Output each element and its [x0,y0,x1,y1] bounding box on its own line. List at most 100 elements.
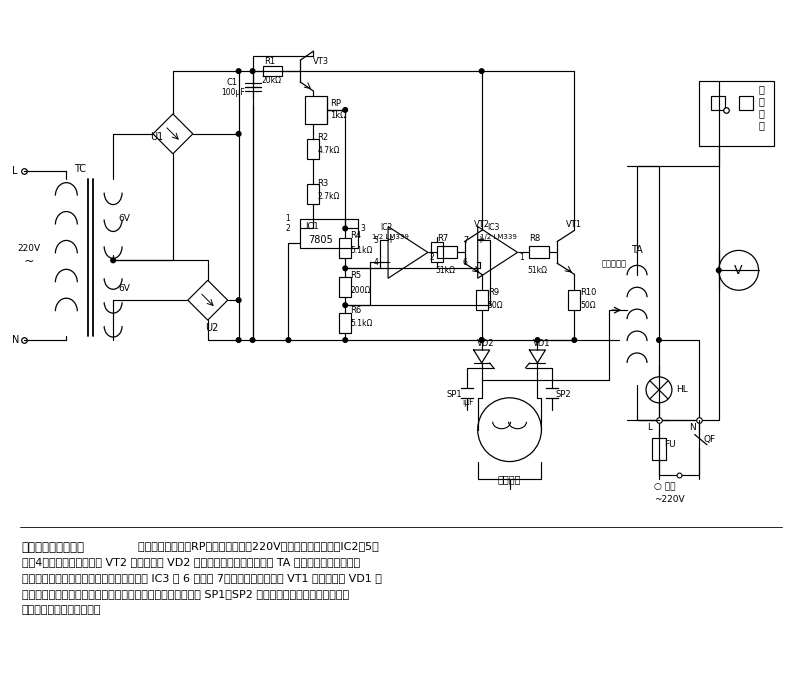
Text: R6: R6 [350,306,362,315]
Text: RP: RP [330,99,342,108]
Text: FU: FU [664,440,675,449]
Text: 2: 2 [430,253,435,262]
Text: 5.1kΩ: 5.1kΩ [350,246,373,255]
Text: 自耦变压器: 自耦变压器 [602,260,626,269]
Circle shape [237,132,241,136]
Circle shape [343,108,347,112]
Text: 7: 7 [463,236,468,245]
Circle shape [237,337,241,342]
Text: R4: R4 [350,231,362,240]
Circle shape [535,337,540,342]
Text: R1: R1 [265,57,276,66]
Text: VD2: VD2 [476,339,494,347]
Text: -: - [476,258,480,267]
Bar [307,139,319,159]
Circle shape [343,226,347,231]
Circle shape [343,266,347,271]
Text: TA: TA [631,246,643,256]
Text: 输: 输 [759,84,764,94]
Text: VT2: VT2 [474,220,490,229]
Circle shape [480,337,484,342]
Bar [437,246,457,258]
Text: 于脚4，其输出为高电平使 VT2 导通，触发 VD2 导通，可送电机正转，带动 TA 调节臂增加一次绕组匝: 于脚4，其输出为高电平使 VT2 导通，触发 VD2 导通，可送电机正转，带动 … [22,557,359,567]
Text: L: L [11,166,17,176]
Bar [307,183,319,204]
Text: 1/2 LM339: 1/2 LM339 [480,234,516,240]
Text: 4: 4 [373,258,378,267]
Text: 通，电机反转，使输出电压上升，保持稳定的输出电压。图中 SP1、SP2 分别为调节臂的高低限位开关，: 通，电机反转，使输出电压上升，保持稳定的输出电压。图中 SP1、SP2 分别为调… [22,589,349,599]
Text: R7: R7 [437,234,448,243]
Text: U2: U2 [205,323,218,333]
Text: R3: R3 [318,179,329,188]
Circle shape [572,337,577,342]
Text: 5: 5 [373,236,378,245]
Text: 1: 1 [520,253,525,262]
Text: 2: 2 [286,224,290,233]
Bar [652,438,666,460]
Text: SP1: SP1 [447,391,463,399]
Text: VT1: VT1 [566,220,582,229]
Text: 51kΩ: 51kΩ [435,266,455,275]
Text: 20kΩ: 20kΩ [261,76,282,85]
Bar [699,81,773,146]
Bar [339,276,351,297]
Bar [339,313,351,332]
Bar [476,290,488,310]
Circle shape [286,337,291,342]
Text: N: N [11,335,19,345]
Circle shape [111,258,115,262]
Circle shape [237,69,241,74]
Text: ○ 电源: ○ 电源 [654,482,675,491]
Circle shape [716,268,721,272]
Text: 5.1kΩ: 5.1kΩ [350,318,373,328]
Text: U1: U1 [150,132,164,142]
Text: 6V: 6V [118,284,130,293]
Text: IC2: IC2 [380,223,392,232]
Text: 2.7kΩ: 2.7kΩ [318,192,340,201]
Circle shape [250,69,255,74]
Text: 220V: 220V [17,244,40,253]
Text: 50Ω: 50Ω [581,301,596,309]
Text: 6V: 6V [118,214,130,223]
Text: VD1: VD1 [533,339,550,347]
Text: 50Ω: 50Ω [488,301,504,309]
Text: 插: 插 [759,108,764,118]
Text: 自动交流稳压器电路: 自动交流稳压器电路 [22,541,84,554]
Circle shape [480,337,484,342]
Text: HL: HL [676,385,687,394]
Text: L: L [647,424,652,432]
Text: 1kΩ: 1kΩ [330,111,346,120]
Text: 4.7kΩ: 4.7kΩ [318,146,340,155]
Text: R10: R10 [581,288,597,297]
Text: iμF: iμF [462,398,473,407]
Bar [339,239,351,258]
Text: 防止变压器输出电压过高。: 防止变压器输出电压过高。 [22,605,101,615]
Text: R8: R8 [529,234,541,243]
Text: 数，使输出电压降低。若电网电压下降，使 IC3 脚 6 低于脚 7，其输出为高电平使 VT1 导通，触发 VD1 导: 数，使输出电压降低。若电网电压下降，使 IC3 脚 6 低于脚 7，其输出为高电… [22,573,382,583]
Text: +: + [476,235,484,246]
Circle shape [343,337,347,342]
Text: 6: 6 [463,258,468,267]
Text: ~: ~ [23,255,34,268]
Circle shape [480,69,484,74]
Text: IC3: IC3 [488,223,500,232]
Text: 可逆电机: 可逆电机 [498,475,521,484]
Text: -: - [386,258,390,267]
Text: R5: R5 [350,271,362,280]
Circle shape [250,337,255,342]
Bar [529,246,549,258]
Text: +: + [386,235,394,246]
Text: VT3: VT3 [314,57,330,66]
Bar [301,218,358,248]
Text: IC1: IC1 [306,222,319,231]
Text: ~220V: ~220V [654,495,685,504]
Text: R9: R9 [488,288,499,297]
Text: TC: TC [75,164,87,174]
Text: 3: 3 [360,224,365,233]
Text: 座: 座 [759,120,764,130]
Text: 1: 1 [286,214,290,223]
Text: 100μF: 100μF [221,88,245,97]
Text: QF: QF [704,435,716,444]
Bar [306,96,327,124]
Text: SP2: SP2 [555,391,571,399]
